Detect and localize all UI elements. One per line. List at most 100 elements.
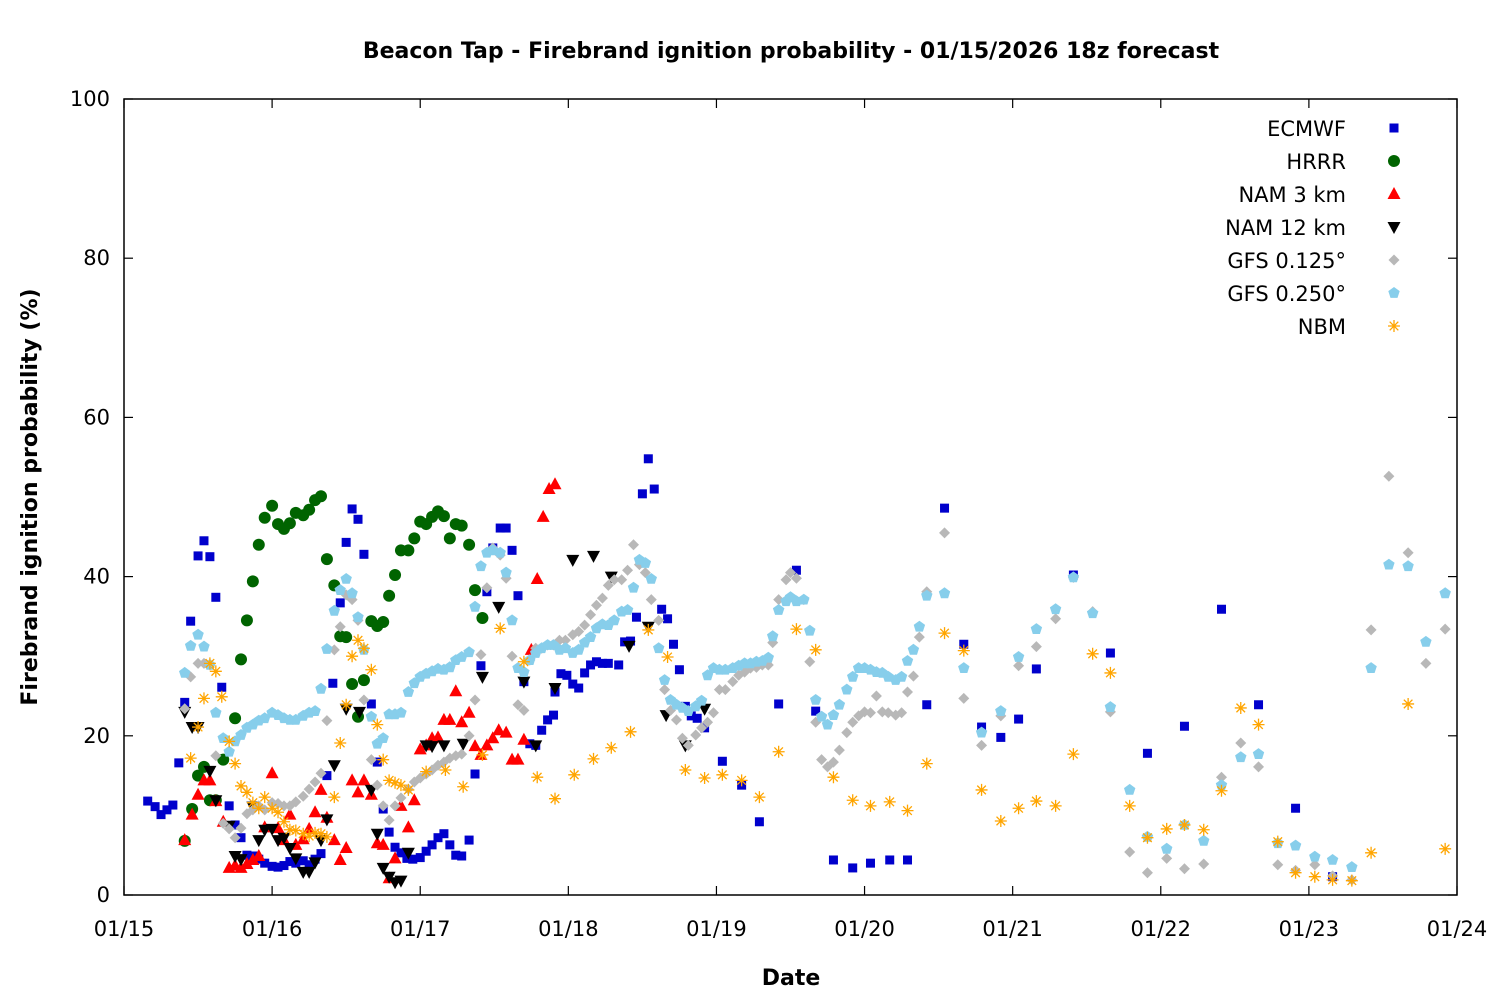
data-point (351, 785, 365, 798)
data-point (568, 768, 581, 781)
x-tick-label: 01/23 (1279, 917, 1340, 941)
data-point (357, 642, 370, 655)
data-point (439, 829, 449, 839)
data-point (1049, 799, 1062, 812)
data-point (643, 454, 653, 464)
data-point (328, 604, 340, 616)
data-point (1439, 587, 1451, 599)
data-point (273, 862, 283, 872)
data-point (975, 783, 988, 796)
data-point (907, 643, 920, 655)
data-point (913, 631, 925, 643)
data-point (1215, 784, 1228, 797)
data-point (624, 725, 637, 738)
data-point (285, 857, 295, 867)
data-point (433, 833, 443, 843)
legend-item: ECMWF (1267, 117, 1399, 141)
data-point (1252, 718, 1265, 731)
data-point (549, 792, 562, 805)
data-point (591, 657, 601, 667)
data-point (1345, 874, 1358, 887)
data-point (1142, 748, 1152, 758)
data-point (1198, 834, 1210, 846)
data-point (659, 684, 671, 696)
data-point (304, 860, 314, 870)
data-point (455, 715, 469, 728)
data-point (584, 631, 597, 642)
data-point (1289, 839, 1302, 851)
x-tick-label: 01/18 (538, 917, 599, 941)
data-point (277, 832, 291, 845)
data-point (811, 706, 821, 716)
data-point (377, 615, 390, 628)
data-point (549, 710, 559, 720)
data-point (957, 644, 970, 657)
data-point (209, 795, 223, 808)
data-point (320, 830, 333, 843)
data-point (622, 640, 636, 653)
data-point (621, 604, 634, 615)
data-point (357, 773, 371, 786)
data-point (283, 517, 296, 530)
data-point (1289, 866, 1302, 879)
data-point (314, 782, 328, 795)
data-point (389, 776, 402, 789)
data-point (205, 552, 215, 562)
data-point (548, 477, 562, 490)
data-point (580, 668, 590, 678)
data-point (1141, 831, 1154, 844)
data-point (1030, 623, 1043, 634)
data-point (230, 820, 240, 830)
legend-label: ECMWF (1267, 117, 1346, 141)
data-point (359, 549, 369, 559)
data-point (1309, 859, 1321, 871)
data-point (383, 814, 395, 826)
data-point (328, 678, 338, 688)
data-point (462, 705, 476, 718)
data-point (223, 823, 235, 835)
data-point (401, 847, 415, 860)
data-point (668, 639, 678, 649)
data-point (469, 600, 481, 612)
data-point (841, 727, 853, 739)
legend-label: GFS 0.125° (1227, 249, 1346, 273)
data-point (427, 840, 437, 850)
data-point (229, 712, 242, 725)
data-point (864, 799, 877, 812)
data-point (316, 849, 326, 859)
data-point (240, 786, 253, 799)
data-point (727, 676, 739, 688)
data-point (816, 754, 828, 766)
data-point (1141, 867, 1153, 879)
y-tick-label: 60 (83, 405, 110, 429)
data-point (407, 793, 421, 806)
data-point (976, 739, 988, 751)
data-point (290, 796, 302, 808)
data-point (252, 538, 265, 551)
data-point (1272, 859, 1284, 871)
legend-label: GFS 0.250° (1227, 282, 1346, 306)
data-point (395, 706, 407, 718)
data-point (846, 794, 859, 807)
data-point (556, 669, 566, 679)
data-point (334, 621, 346, 633)
data-point (266, 499, 279, 512)
data-point (587, 752, 600, 765)
data-point (828, 855, 838, 865)
data-point (885, 855, 895, 865)
data-point (277, 815, 290, 828)
data-point (864, 707, 876, 719)
data-point (475, 649, 487, 661)
data-point (372, 757, 382, 767)
data-point (297, 790, 309, 802)
data-point (211, 592, 221, 602)
data-point (357, 674, 370, 687)
data-point (698, 771, 711, 784)
data-point (252, 848, 266, 861)
y-tick-label: 0 (97, 883, 110, 907)
data-point (518, 704, 530, 716)
data-point (1104, 666, 1117, 679)
data-point (193, 551, 203, 561)
legend-marker-icon (1387, 187, 1401, 199)
data-point (334, 584, 346, 595)
